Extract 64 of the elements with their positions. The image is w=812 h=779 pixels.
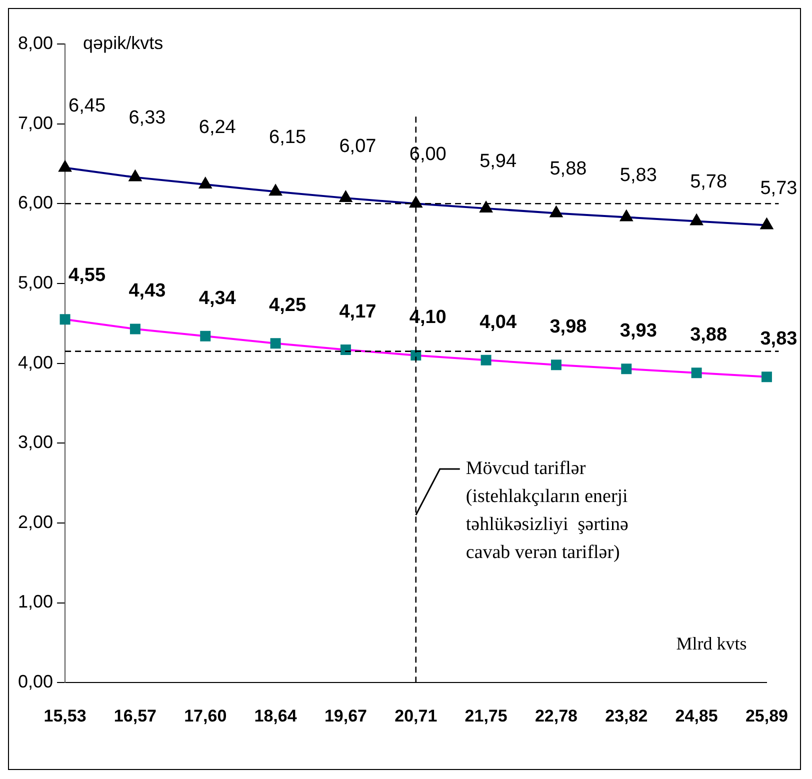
- x-tick-label: 15,53: [44, 706, 86, 726]
- data-label: 6,15: [269, 126, 306, 148]
- point: [60, 314, 70, 325]
- x-axis-title: Mlrd kvts: [676, 633, 747, 654]
- y-tick-label: 6,00: [18, 192, 54, 213]
- data-label: 5,78: [690, 171, 728, 192]
- point: [620, 210, 633, 222]
- data-label: 6,33: [128, 108, 166, 129]
- y-tick-label: 4,00: [18, 352, 54, 372]
- point: [269, 184, 282, 196]
- point: [340, 191, 352, 202]
- x-tick-label: 23,82: [605, 706, 648, 726]
- y-axis-title: qəpik/kvts: [83, 32, 164, 53]
- data-label: 4,34: [198, 288, 236, 309]
- y-tick-label: 7,00: [18, 112, 54, 133]
- data-label: 6,24: [198, 117, 236, 138]
- data-label: 3,93: [620, 320, 657, 342]
- x-tick-label: 25,89: [745, 706, 788, 726]
- point: [550, 206, 562, 218]
- data-label: 4,17: [339, 301, 376, 322]
- data-label: 5,94: [480, 151, 517, 172]
- point: [760, 218, 773, 230]
- point: [480, 354, 492, 366]
- point: [58, 160, 72, 172]
- y-tick-label: 5,00: [18, 272, 54, 292]
- data-label: 5,83: [620, 164, 657, 186]
- data-label: 4,10: [409, 307, 446, 328]
- x-tick-label: 21,75: [464, 706, 508, 726]
- y-tick-label: 1,00: [18, 592, 54, 612]
- data-label: 5,73: [760, 178, 798, 199]
- data-label: 4,55: [68, 265, 106, 286]
- x-tick-label: 20,71: [394, 706, 438, 726]
- x-tick-label: 22,78: [534, 706, 578, 726]
- point: [550, 360, 562, 370]
- x-tick-label: 17,60: [184, 706, 227, 726]
- y-tick-label: 0,00: [18, 672, 54, 692]
- data-label: 6,45: [68, 95, 106, 116]
- data-label: 3,88: [690, 324, 728, 346]
- point: [200, 330, 211, 342]
- point: [480, 201, 492, 212]
- point: [761, 372, 772, 382]
- data-label: 6,07: [339, 136, 376, 157]
- x-tick-label: 19,67: [324, 706, 367, 726]
- x-tick-label: 18,64: [254, 706, 298, 726]
- point: [130, 324, 140, 334]
- point: [690, 214, 703, 226]
- point: [691, 368, 702, 378]
- data-label: 3,98: [550, 316, 587, 338]
- data-label: 6,00: [409, 144, 446, 165]
- y-tick-label: 3,00: [18, 432, 54, 452]
- x-tick-label: 16,57: [114, 706, 156, 726]
- annotation: Mövcud tariflər (istehlakçıların enerji təhlükəsizliyi şərtinə cavab verən tariflər): [466, 458, 628, 563]
- point: [129, 170, 142, 182]
- point: [621, 364, 632, 374]
- data-label: 3,83: [760, 328, 798, 350]
- data-label: 5,88: [550, 158, 587, 180]
- y-tick-label: 8,00: [18, 32, 54, 53]
- data-label: 4,04: [480, 312, 517, 333]
- data-label: 4,25: [269, 295, 306, 316]
- x-tick-label: 24,85: [675, 706, 718, 726]
- y-tick-label: 2,00: [18, 512, 54, 532]
- point: [199, 177, 212, 188]
- data-label: 4,43: [128, 280, 166, 302]
- point: [270, 338, 281, 349]
